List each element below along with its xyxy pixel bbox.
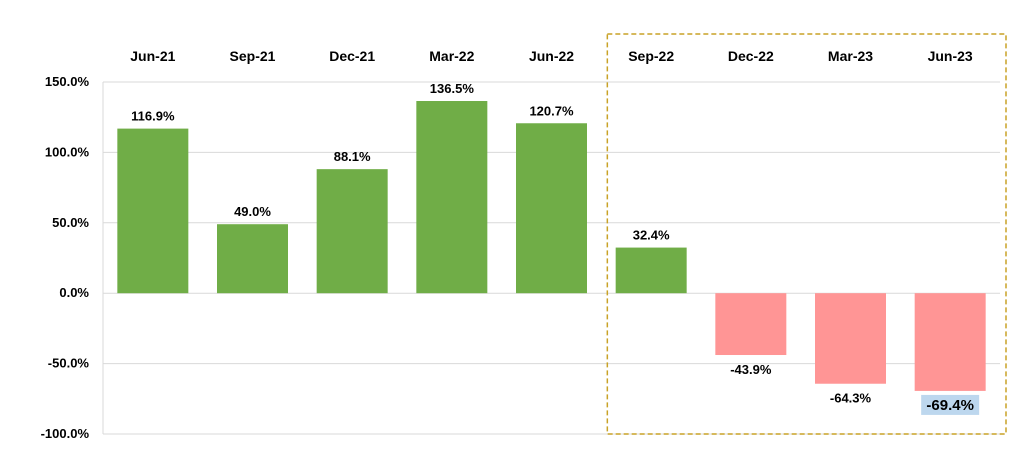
category-label: Sep-22 xyxy=(628,48,674,64)
y-tick-label: 0.0% xyxy=(59,285,89,300)
data-label: -64.3% xyxy=(830,391,872,406)
y-tick-label: -50.0% xyxy=(48,356,90,371)
category-label: Jun-22 xyxy=(529,48,574,64)
y-tick-label: 150.0% xyxy=(45,74,90,89)
bar xyxy=(217,224,288,294)
bar xyxy=(416,101,488,294)
category-label: Dec-22 xyxy=(728,48,774,64)
bars xyxy=(117,101,986,391)
bar xyxy=(516,123,587,294)
bar xyxy=(914,293,986,391)
highlighted-label-background xyxy=(921,394,980,415)
bar xyxy=(815,293,886,384)
category-label: Mar-22 xyxy=(429,48,474,64)
data-label: -69.4% xyxy=(926,397,974,414)
y-tick-label: 100.0% xyxy=(45,144,90,159)
data-label: 120.7% xyxy=(529,103,574,118)
data-labels: 116.9% 49.0% 88.1% 136.5% 120.7% 32.4% -43.9% -… xyxy=(131,81,980,415)
bar xyxy=(117,128,189,294)
category-label: Mar-23 xyxy=(828,48,873,64)
category-axis: Jun-21 Sep-21 Dec-21 Mar-22 Jun-22 Sep-22 Dec-… xyxy=(130,48,973,64)
bar xyxy=(615,247,687,294)
category-label: Dec-21 xyxy=(329,48,375,64)
y-axis: 150.0% 100.0% 50.0% 0.0% -50.0% -100.0% xyxy=(41,74,104,441)
data-label: -43.9% xyxy=(730,362,772,377)
y-tick-label: -100.0% xyxy=(41,426,90,441)
data-label: 116.9% xyxy=(131,109,175,124)
bar xyxy=(316,169,388,294)
y-tick-label: 50.0% xyxy=(52,215,89,230)
data-label: 32.4% xyxy=(633,228,670,243)
category-label: Jun-23 xyxy=(928,48,973,64)
data-label: 49.0% xyxy=(234,204,271,219)
category-label: Sep-21 xyxy=(230,48,276,64)
data-label: 136.5% xyxy=(430,81,475,96)
bar xyxy=(715,293,787,356)
data-label: 88.1% xyxy=(334,149,371,164)
category-label: Jun-21 xyxy=(130,48,175,64)
